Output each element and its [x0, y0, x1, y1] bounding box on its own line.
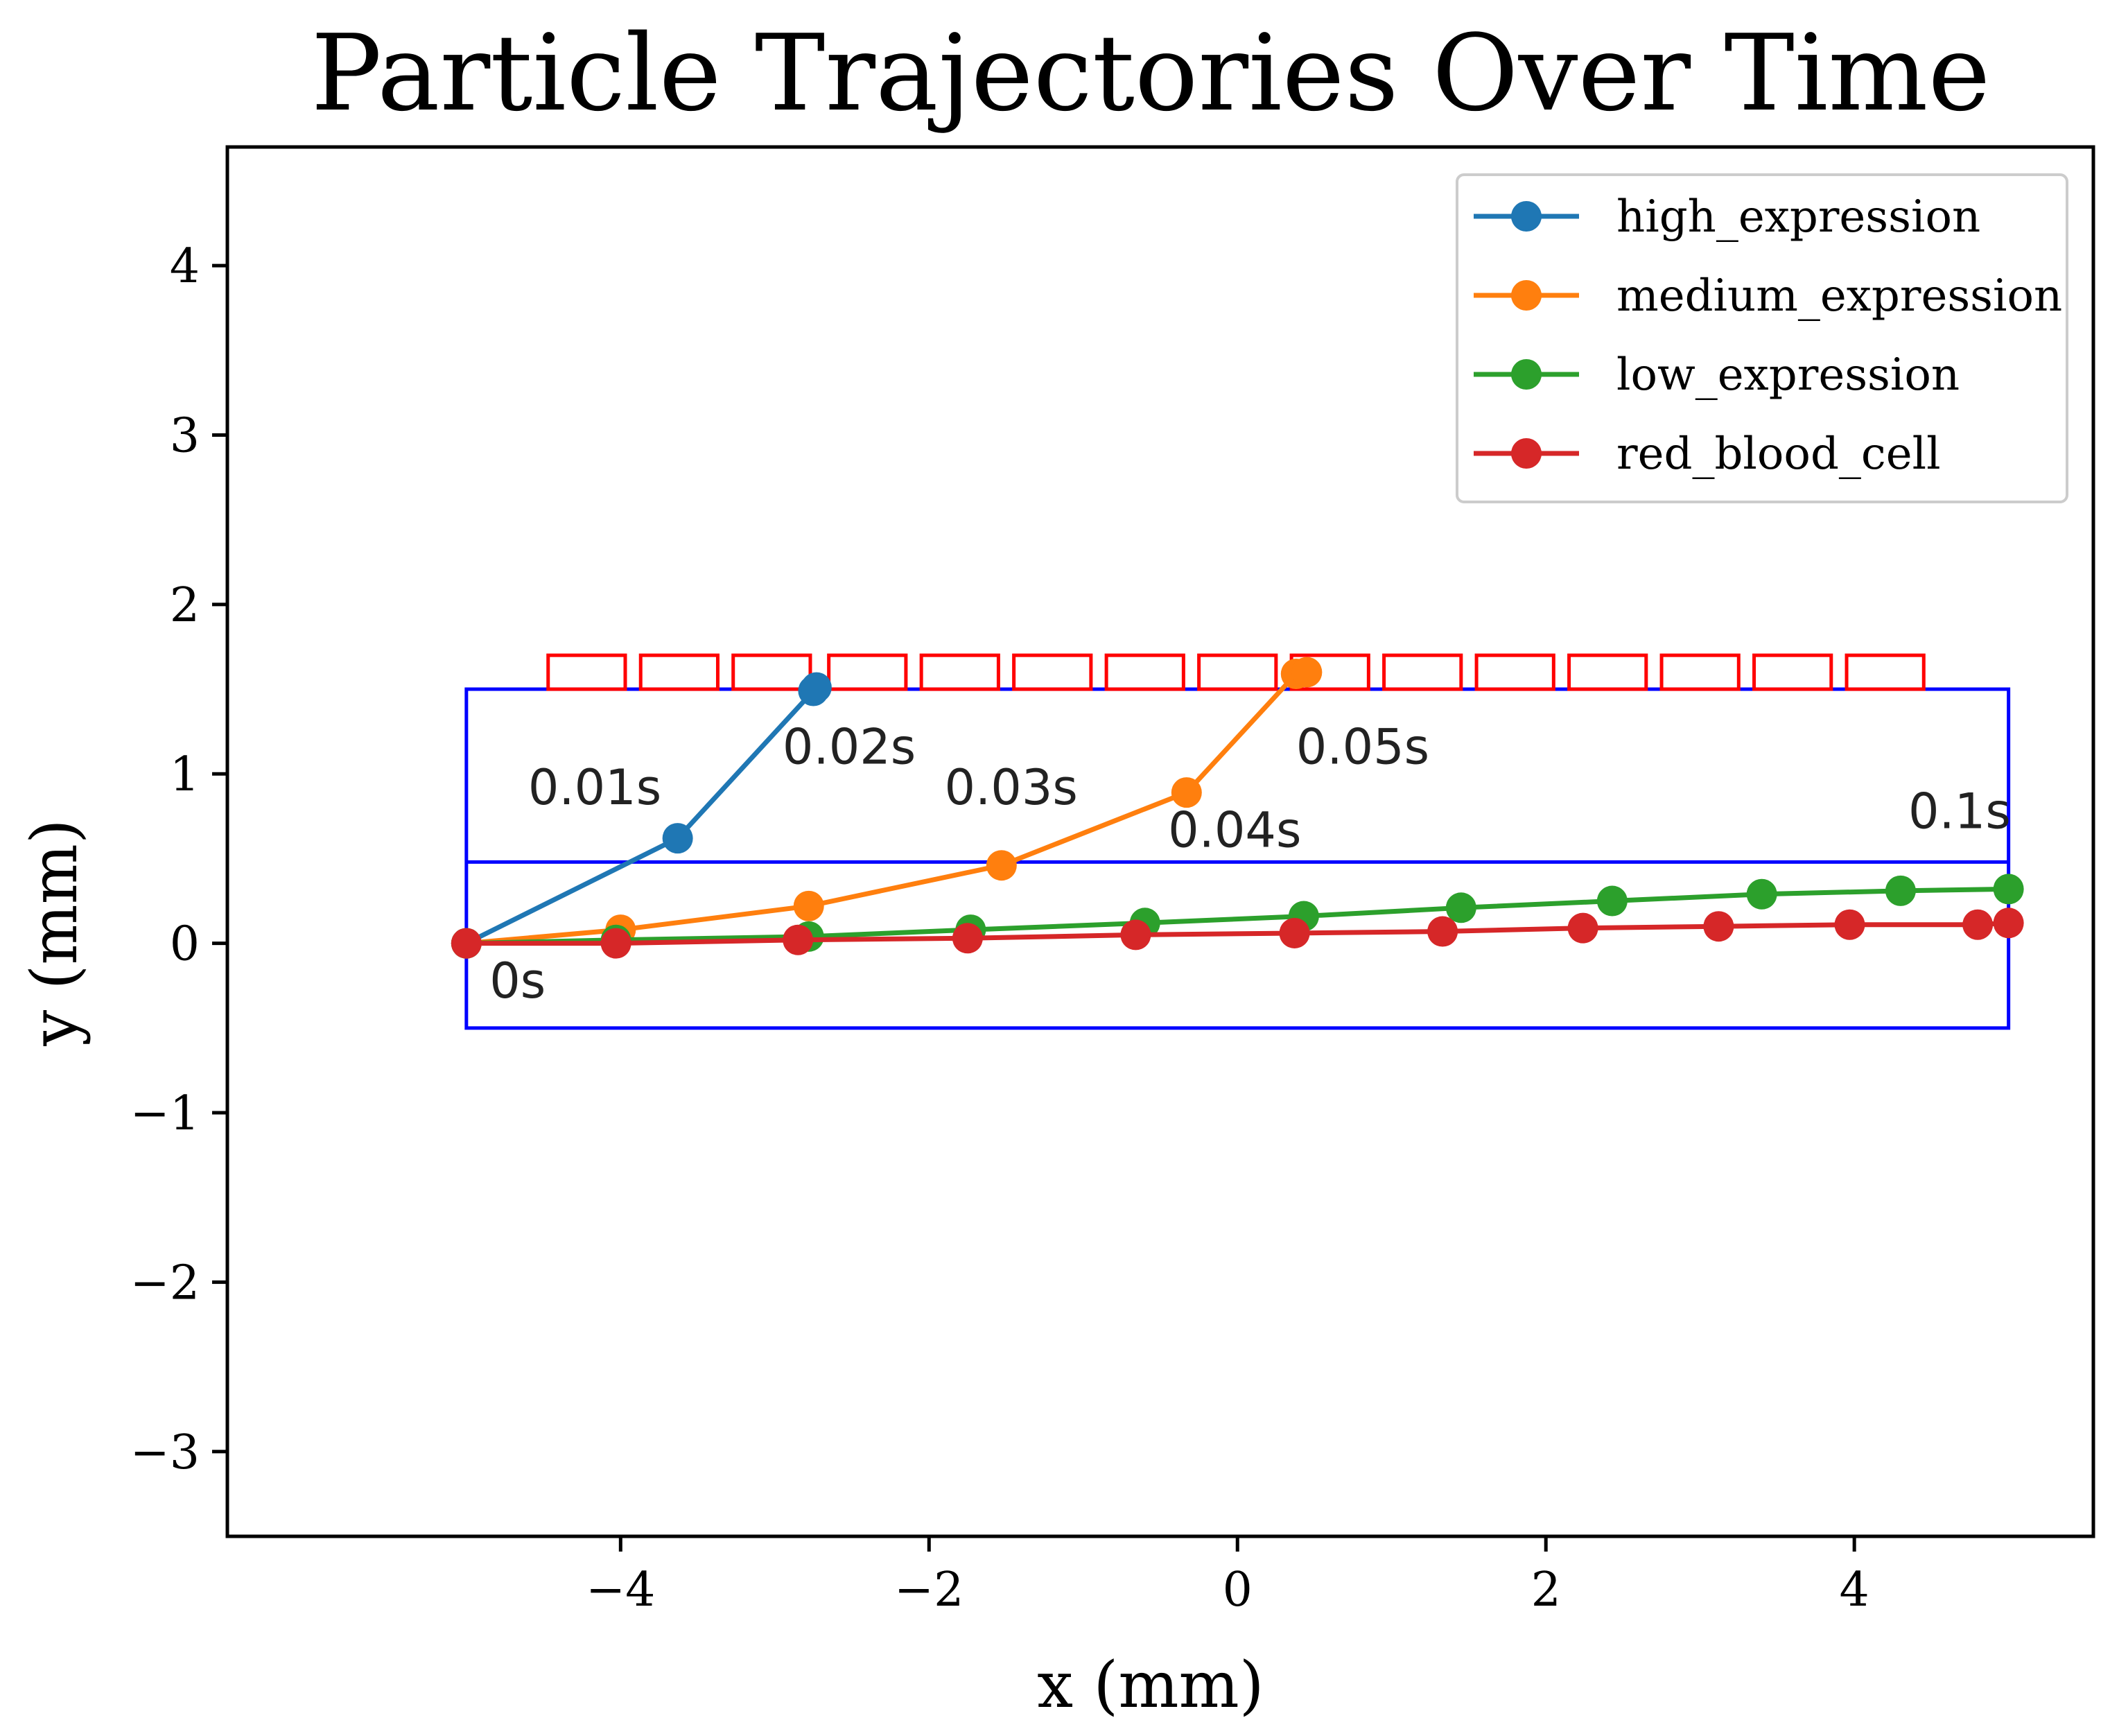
x-tick-label: −4	[586, 1563, 655, 1617]
x-axis-label: x (mm)	[1037, 1648, 1264, 1722]
data-point	[1291, 657, 1323, 688]
data-point	[662, 823, 693, 854]
legend-marker	[1511, 280, 1542, 311]
series-red-blood-cell	[451, 908, 2024, 959]
y-tick-label: 2	[170, 578, 200, 633]
data-point	[1445, 892, 1476, 923]
legend-box	[1456, 173, 2068, 503]
time-annotation: 0.1s	[1908, 783, 2011, 840]
magnet-rect	[638, 653, 720, 691]
data-point	[451, 928, 482, 959]
magnet-rect	[1474, 653, 1555, 691]
data-point	[1834, 909, 1865, 940]
magnet-rect	[1752, 653, 1833, 691]
magnet-rect	[1104, 653, 1185, 691]
time-annotation: 0.01s	[528, 759, 661, 816]
magnet-rect	[1845, 653, 1926, 691]
x-tick-label: −2	[894, 1563, 964, 1617]
x-tick-label: 4	[1840, 1563, 1869, 1617]
data-point	[1993, 874, 2024, 905]
chart-title: Particle Trajectories Over Time	[311, 12, 1991, 134]
magnet-rect	[1012, 653, 1093, 691]
y-tick-label: 3	[170, 408, 200, 463]
magnet-rect	[546, 653, 627, 691]
time-annotation: 0.02s	[783, 719, 916, 776]
data-point	[1746, 878, 1777, 910]
legend-marker	[1511, 438, 1542, 469]
time-annotation: 0.05s	[1296, 719, 1429, 776]
data-point	[1962, 909, 1994, 940]
data-point	[1703, 911, 1734, 942]
magnet-rect	[731, 653, 812, 691]
x-tick-label: 2	[1531, 1563, 1561, 1617]
data-point	[801, 672, 832, 703]
data-point	[1279, 917, 1310, 948]
y-tick-label: −3	[130, 1425, 200, 1480]
time-annotation: 0s	[489, 953, 546, 1009]
data-point	[1171, 777, 1202, 808]
data-point	[1427, 916, 1458, 947]
time-annotation: 0.04s	[1168, 801, 1301, 858]
legend-label: red_blood_cell	[1616, 428, 1941, 480]
magnet-rect	[1197, 653, 1278, 691]
legend-marker	[1511, 359, 1542, 390]
y-tick-label: −1	[130, 1086, 200, 1141]
magnet-rect	[1382, 653, 1463, 691]
plot-frame	[225, 145, 2095, 1538]
y-tick-label: 1	[170, 747, 200, 802]
legend-label: high_expression	[1616, 191, 1980, 243]
data-point	[986, 850, 1017, 881]
legend-label: low_expression	[1616, 349, 1960, 401]
data-point	[1596, 885, 1628, 917]
time-annotation: 0.03s	[945, 759, 1078, 816]
data-point	[1567, 912, 1598, 944]
legend-marker	[1511, 201, 1542, 232]
x-tick-label: 0	[1223, 1563, 1253, 1617]
data-point	[600, 928, 631, 959]
data-point	[793, 890, 824, 921]
magnet-rect	[1567, 653, 1648, 691]
magnet-rect	[1659, 653, 1741, 691]
y-axis-label: y (mm)	[17, 819, 91, 1046]
legend-item-low-expression: low_expression	[1474, 349, 1960, 401]
legend-item-high-expression: high_expression	[1474, 191, 1980, 243]
legend-label: medium_expression	[1616, 270, 2062, 322]
y-tick-label: −2	[130, 1256, 200, 1310]
data-point	[1993, 908, 2024, 939]
magnet-rect	[919, 653, 1000, 691]
magnet-rect	[827, 653, 908, 691]
data-point	[952, 923, 983, 954]
data-point	[1885, 875, 1916, 906]
data-point	[783, 924, 814, 955]
legend: high_expression medium_expression low_expr…	[1456, 173, 2068, 503]
series-line	[466, 920, 2009, 946]
legend-item-medium-expression: medium_expression	[1474, 270, 2062, 322]
y-tick-label: 0	[170, 917, 200, 972]
legend-item-red-blood-cell: red_blood_cell	[1474, 428, 1941, 480]
y-tick-label: 4	[170, 239, 200, 294]
data-point	[1120, 919, 1151, 951]
